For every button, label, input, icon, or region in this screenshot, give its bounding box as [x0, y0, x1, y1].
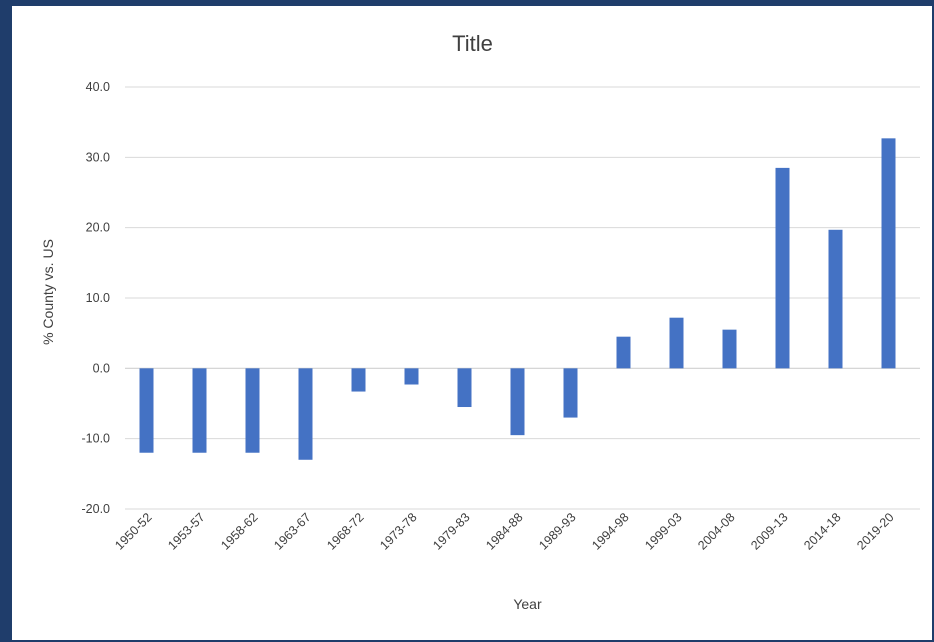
x-tick-label: 1950-52 [112, 510, 154, 552]
x-tick-label: 2019-20 [854, 510, 896, 552]
bar [564, 368, 578, 417]
y-tick-label: 30.0 [86, 150, 110, 164]
bar [776, 168, 790, 368]
bar [140, 368, 154, 452]
y-axis-label: % County vs. US [40, 239, 56, 345]
bar [882, 138, 896, 368]
y-tick-label: 0.0 [93, 361, 110, 375]
x-tick-label: 1979-83 [430, 510, 472, 552]
x-tick-label: 1953-57 [165, 510, 207, 552]
bar [299, 368, 313, 459]
y-tick-label: -10.0 [82, 432, 111, 446]
bar [511, 368, 525, 435]
bars [140, 138, 896, 459]
x-tick-label: 1963-67 [271, 510, 313, 552]
chart-title: Title [452, 31, 493, 56]
y-tick-label: -20.0 [82, 502, 111, 516]
bar [829, 230, 843, 369]
bar-chart: Title 40.0 30.0 20.0 10.0 0.0 -10.0 -20.0 1950… [12, 6, 932, 640]
x-axis-label: Year [513, 596, 542, 612]
x-axis-ticks: 1950-52 1953-57 1958-62 1963-67 1968-72 1973-… [112, 510, 896, 552]
bar [193, 368, 207, 452]
bar [670, 318, 684, 369]
x-tick-label: 1958-62 [218, 510, 260, 552]
bar [617, 337, 631, 369]
y-tick-label: 10.0 [86, 291, 110, 305]
x-tick-label: 1984-88 [483, 510, 525, 552]
chart-frame: Title 40.0 30.0 20.0 10.0 0.0 -10.0 -20.0 1950… [12, 6, 932, 640]
x-tick-label: 2004-08 [695, 510, 737, 552]
x-tick-label: 1994-98 [589, 510, 631, 552]
y-tick-label: 20.0 [86, 221, 110, 235]
x-tick-label: 1989-93 [536, 510, 578, 552]
x-tick-label: 2009-13 [748, 510, 790, 552]
bar [405, 368, 419, 384]
x-tick-label: 1999-03 [642, 510, 684, 552]
x-tick-label: 1968-72 [324, 510, 366, 552]
y-axis-ticks: 40.0 30.0 20.0 10.0 0.0 -10.0 -20.0 [82, 80, 111, 516]
bar [352, 368, 366, 391]
gridlines [125, 87, 920, 509]
bar [246, 368, 260, 452]
bar [458, 368, 472, 407]
x-tick-label: 1973-78 [377, 510, 419, 552]
x-tick-label: 2014-18 [801, 510, 843, 552]
y-tick-label: 40.0 [86, 80, 110, 94]
bar [723, 330, 737, 369]
